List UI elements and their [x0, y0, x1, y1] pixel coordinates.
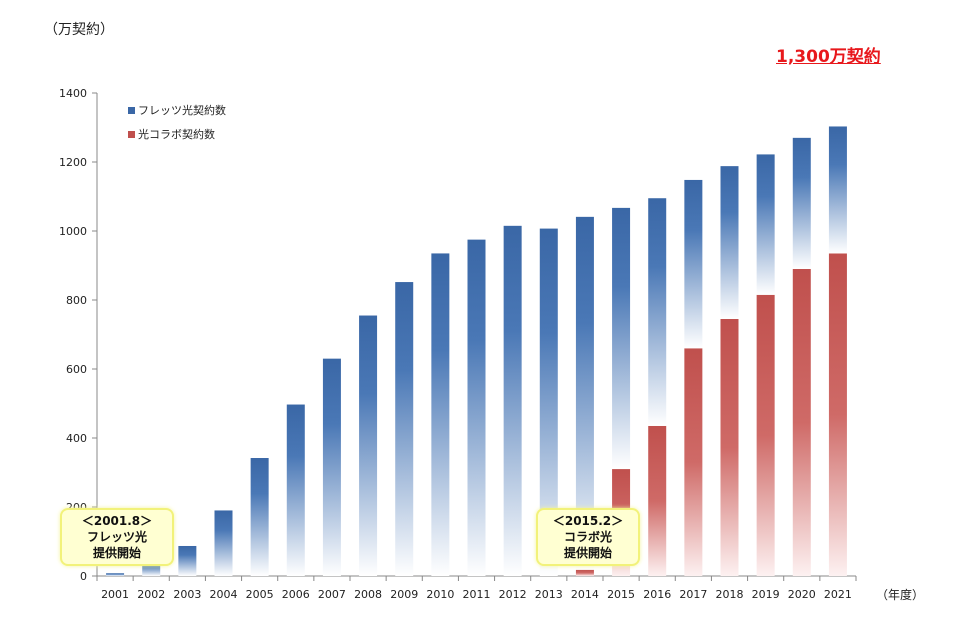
- bar-collabo: [684, 348, 703, 576]
- legend-item-collabo: 光コラボ契約数: [128, 122, 226, 146]
- callout-collabo-date: ＜2015.2＞: [552, 514, 624, 528]
- bar-collabo: [828, 253, 847, 577]
- x-tick-label: 2009: [390, 588, 418, 601]
- callout-flets-line2: 提供開始: [92, 546, 141, 560]
- x-tick-label: 2003: [173, 588, 201, 601]
- x-tick-label: 2013: [535, 588, 563, 601]
- legend-swatch-flets: [128, 106, 135, 114]
- bar-flets: [575, 216, 594, 570]
- chart-legend: フレッツ光契約数 光コラボ契約数: [128, 98, 226, 146]
- x-tick-label: 2016: [643, 588, 671, 601]
- bar-flets: [612, 207, 631, 470]
- bar-flets: [286, 404, 305, 576]
- bar-flets: [106, 573, 125, 576]
- bar-flets: [359, 315, 378, 576]
- x-tick-label: 2010: [426, 588, 454, 601]
- total-contracts-headline: 1,300万契約: [776, 47, 881, 67]
- legend-swatch-collabo: [128, 130, 135, 138]
- x-tick-label: 2015: [607, 588, 635, 601]
- x-tick-label: 2020: [788, 588, 816, 601]
- x-tick-label: 2004: [210, 588, 238, 601]
- callout-flets-date: ＜2001.8＞: [81, 514, 153, 528]
- callout-flets-line1: フレッツ光: [86, 530, 147, 544]
- callout-collabo-launch: ＜2015.2＞ コラボ光 提供開始: [536, 508, 640, 566]
- callout-collabo-line2: 提供開始: [563, 546, 612, 560]
- legend-label-collabo: 光コラボ契約数: [138, 128, 215, 141]
- legend-item-flets: フレッツ光契約数: [128, 98, 226, 122]
- x-tick-label: 2001: [101, 588, 129, 601]
- bar-flets: [395, 282, 414, 576]
- callout-collabo-line1: コラボ光: [563, 530, 612, 544]
- x-tick-label: 2018: [716, 588, 744, 601]
- bar-flets: [467, 239, 486, 576]
- y-tick-label: 0: [80, 570, 87, 583]
- x-tick-label: 2021: [824, 588, 852, 601]
- bar-collabo: [575, 569, 594, 576]
- y-tick-label: 1000: [59, 225, 87, 238]
- x-tick-label: 2008: [354, 588, 382, 601]
- y-tick-label: 800: [66, 294, 87, 307]
- bar-flets: [648, 198, 667, 426]
- y-tick-label: 1400: [59, 87, 87, 100]
- bar-flets: [756, 154, 775, 295]
- bar-flets: [178, 545, 197, 576]
- bar-collabo: [648, 425, 667, 576]
- x-tick-label: 2006: [282, 588, 310, 601]
- callout-flets-launch: ＜2001.8＞ フレッツ光 提供開始: [60, 508, 174, 566]
- x-tick-label: 2014: [571, 588, 599, 601]
- bar-flets: [684, 179, 703, 349]
- x-tick-label: 2019: [752, 588, 780, 601]
- bar-flets: [539, 228, 558, 576]
- legend-label-flets: フレッツ光契約数: [138, 104, 226, 117]
- y-axis-unit-label: （万契約）: [44, 22, 114, 38]
- x-tick-label: 2007: [318, 588, 346, 601]
- x-tick-label: 2005: [246, 588, 274, 601]
- chart-bars: [106, 126, 847, 577]
- bar-flets: [214, 510, 233, 576]
- x-tick-label: 2002: [137, 588, 165, 601]
- bar-flets: [828, 126, 847, 254]
- bar-flets: [792, 137, 811, 269]
- bar-collabo: [792, 268, 811, 576]
- bar-flets: [503, 225, 522, 576]
- x-tick-label: 2011: [463, 588, 491, 601]
- y-tick-label: 400: [66, 432, 87, 445]
- bar-collabo: [720, 318, 739, 576]
- bar-flets: [322, 358, 341, 576]
- chart-tick-labels: 0200400600800100012001400200120022003200…: [59, 87, 852, 601]
- bar-flets: [431, 253, 450, 577]
- y-tick-label: 1200: [59, 156, 87, 169]
- y-tick-label: 600: [66, 363, 87, 376]
- x-tick-label: 2017: [679, 588, 707, 601]
- bar-flets: [250, 458, 269, 576]
- x-axis-unit-label: （年度）: [876, 588, 925, 602]
- x-tick-label: 2012: [499, 588, 527, 601]
- bar-collabo: [756, 294, 775, 576]
- bar-flets: [720, 166, 739, 319]
